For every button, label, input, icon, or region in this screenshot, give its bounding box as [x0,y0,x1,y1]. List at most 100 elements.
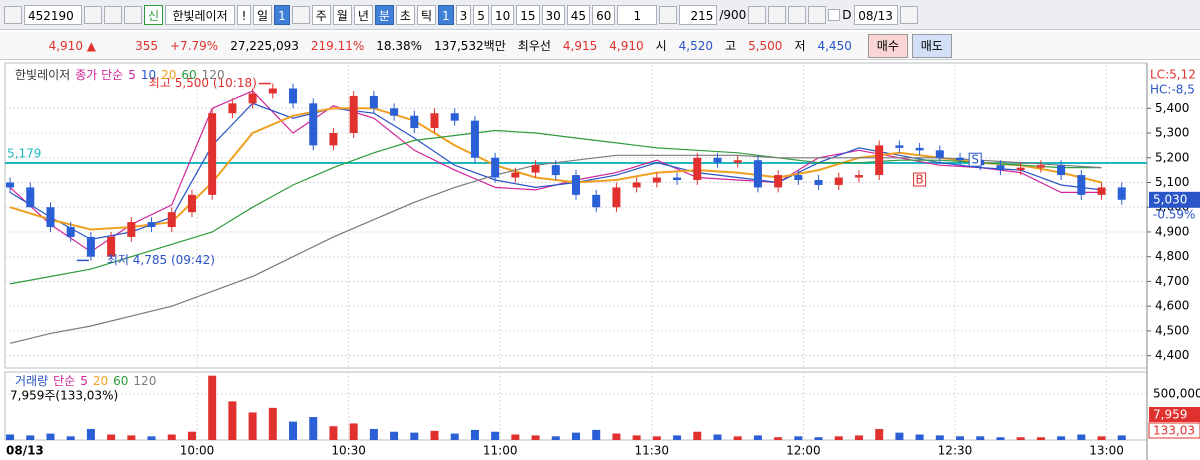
x-tick-label: 12:30 [938,444,973,458]
volume-bar [976,436,985,440]
minute[interactable]: 분 [374,4,394,25]
candle-body [369,95,378,109]
volume-bar [268,407,277,440]
menu-icon[interactable] [4,5,22,24]
period[interactable]: 10 [490,4,515,25]
tick[interactable]: 틱 [416,4,437,25]
volume-bar [86,428,95,440]
save[interactable] [788,5,807,24]
candle-body [774,175,783,188]
x-tick-label: 11:00 [483,444,518,458]
sound[interactable] [124,5,142,24]
trade-marker-label: S [971,153,979,167]
volume-bar [491,431,500,440]
high: 5,500 [748,38,783,53]
volume-bar [6,434,15,440]
candle-body [673,177,682,181]
trade-marker [913,172,927,187]
period[interactable]: 60 [592,4,616,25]
search[interactable] [104,5,122,24]
trade-marker [968,152,982,167]
candle-body [612,187,621,208]
sell-button[interactable]: 매도 [911,33,952,58]
volume-bar [46,433,55,440]
dropdown[interactable] [659,5,678,24]
period[interactable]: 3 [455,4,472,25]
legend-entry: 60 [181,68,196,82]
buy-button[interactable]: 매수 [867,33,908,58]
volume-rate-box [1148,422,1200,439]
volume-bar [167,434,176,440]
second[interactable]: 초 [395,4,415,25]
period[interactable]: 15 [516,4,540,25]
y-tick-label: 4,800 [1155,249,1189,263]
volume-bar [390,431,399,440]
candle-body [1036,165,1045,168]
volume-bar [450,433,459,440]
legend: 한빛레이저 종가 단순 5 10 20 60 120 [15,68,225,82]
count[interactable]: 215 [679,4,718,25]
volume-bar [814,437,823,440]
settings[interactable] [808,5,827,24]
alert[interactable]: ! [237,4,252,25]
candle-body [228,103,237,114]
dropdown[interactable] [84,5,102,24]
volume-bar [632,435,641,440]
unit[interactable]: 1 [617,4,658,25]
volume-bar [753,435,762,440]
candle-body [592,194,601,208]
volume-bar [127,435,136,440]
volume-bar [1036,437,1045,440]
code-input[interactable]: 452190 [24,4,82,25]
checkbox[interactable] [828,8,841,21]
month[interactable]: 월 [332,4,352,25]
y-tick-label: 4,700 [1155,274,1189,288]
day-n[interactable]: 1 [274,4,290,25]
legend-entry: 120 [133,374,156,388]
legend-entry: 거래량 [15,374,48,388]
change: 355 [135,38,158,53]
panel-name: 한빛레이저 [15,68,70,82]
y-tick-label: 4,900 [1155,224,1189,238]
volume-bar [794,436,803,440]
candle-body [248,93,257,104]
candle-body [329,133,338,146]
candle-body [632,182,641,188]
candle-body [66,227,75,237]
volume-bar [147,436,156,440]
dropdown[interactable] [291,5,310,24]
x-tick-label: 11:30 [634,444,669,458]
toolbar: 452190 신 한빛레이저 ! 일 1 주 월 년 분 초 틱 1 3 5 10 15… [0,0,1200,30]
vol-rate: 219.11% [310,38,365,53]
y-tick-label: 4,500 [1155,323,1189,337]
x-tick-label: 10:00 [180,444,215,458]
x-tick-label: 10:30 [331,444,366,458]
date[interactable]: 08/13 [853,4,898,25]
candle-body [1097,187,1106,195]
period[interactable]: 30 [541,4,565,25]
calendar[interactable] [899,5,918,24]
volume-bar [693,431,702,440]
year[interactable]: 년 [353,4,373,25]
period[interactable]: 1 [438,4,454,25]
candle-body [410,115,419,129]
legend-entry: 10 [141,68,156,82]
volume-bar [187,431,196,440]
date-label: 08/13 [6,444,44,458]
tool[interactable] [748,5,767,24]
candle-body [572,175,580,195]
stock-name: 한빛레이저 [165,4,236,25]
volume-bar [349,423,358,440]
day[interactable]: 일 [253,4,273,25]
candle-body [309,103,318,146]
candle-body [834,177,843,185]
tool[interactable] [768,5,787,24]
candle-body [794,175,803,181]
volume-bar [713,434,722,440]
period[interactable]: 5 [473,4,489,25]
candle-body [107,236,116,257]
period[interactable]: 45 [566,4,591,25]
volume-bar [309,417,318,440]
week[interactable]: 주 [311,4,331,25]
trade-marker-label: B [915,173,923,187]
